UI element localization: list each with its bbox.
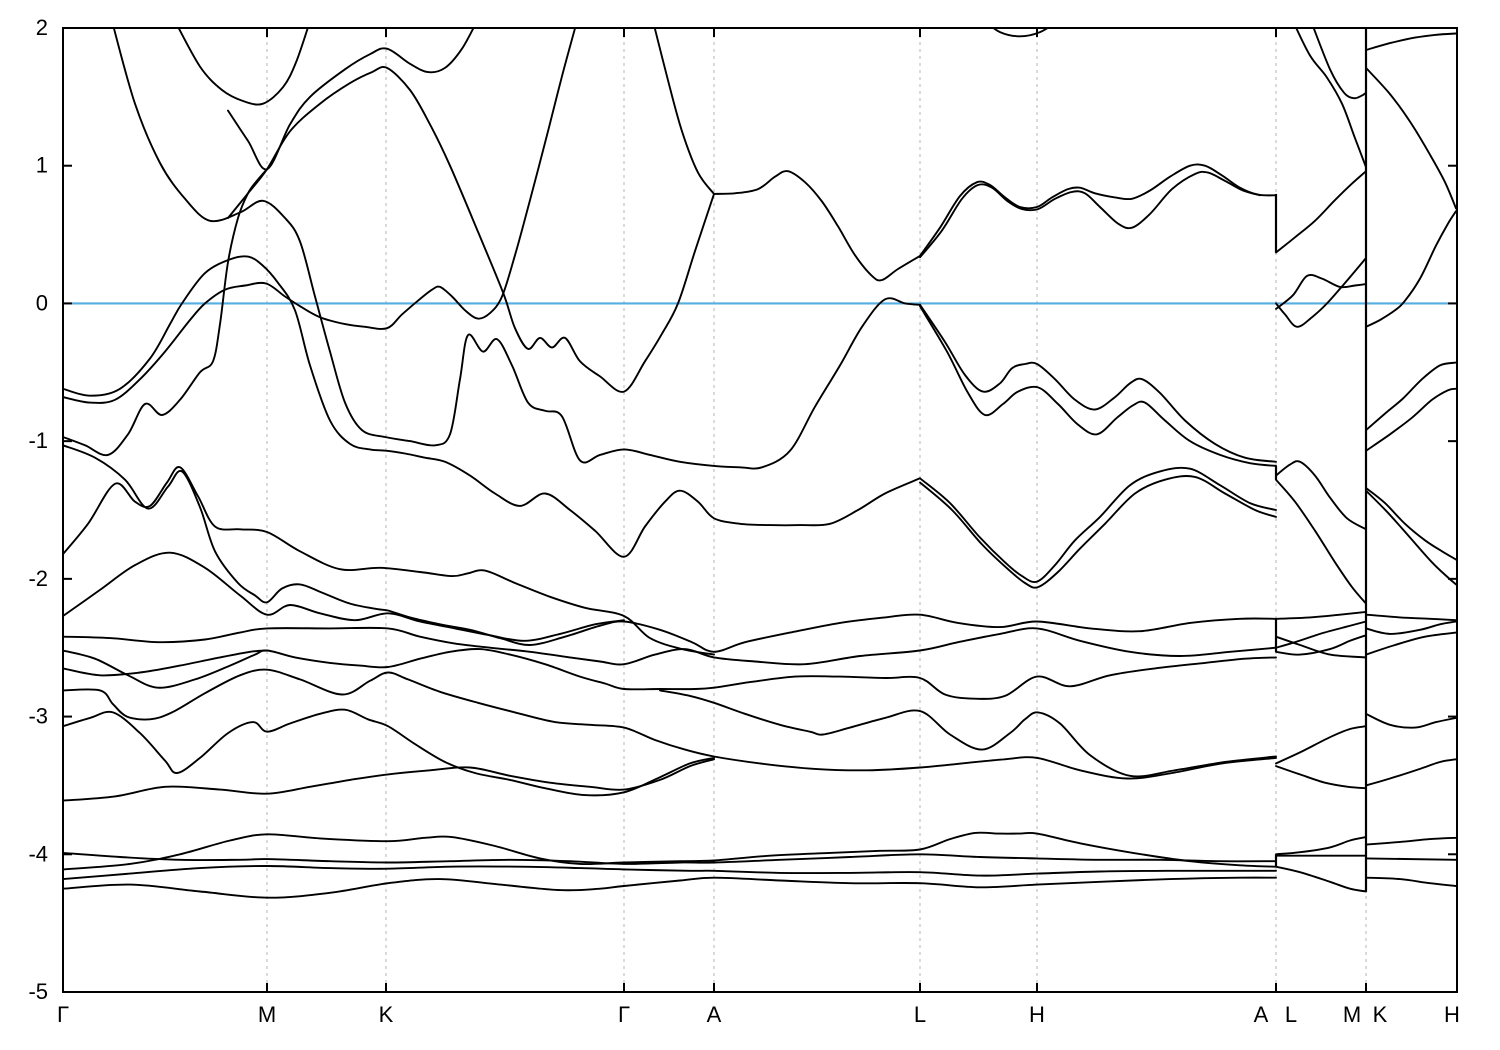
y-tick-label: -4 [28, 841, 48, 866]
band-curve [1275, 460, 1367, 531]
band-curve [1365, 857, 1457, 861]
band-curve [1365, 620, 1457, 635]
band-curve [1365, 487, 1457, 561]
plot-border [62, 27, 1458, 993]
y-tick-label: 1 [36, 153, 48, 178]
band-curve [1295, 28, 1367, 169]
band-curve [63, 626, 1277, 666]
band-curve [919, 170, 1261, 259]
band-curve [63, 831, 1277, 871]
axis-frame [62, 27, 1458, 993]
band-curve [63, 168, 268, 457]
band-curves [63, 28, 1457, 899]
band-curve [63, 668, 1277, 780]
band-curve [919, 163, 1277, 257]
band-curve [1275, 610, 1367, 620]
y-tick-label: -2 [28, 566, 48, 591]
band-curve [1365, 387, 1457, 452]
axis-ticks [62, 27, 1458, 993]
band-curve [63, 648, 1277, 700]
band-curve [1275, 634, 1367, 656]
band-curve [63, 708, 715, 797]
y-tick-label: 2 [36, 15, 48, 40]
x-tick-label: M [258, 1002, 276, 1027]
band-curve [713, 170, 921, 282]
x-tick-label: Γ [57, 1002, 69, 1027]
band-curve [1365, 32, 1457, 51]
y-tick-label: 0 [36, 290, 48, 315]
band-curve [227, 28, 475, 171]
x-tick-label: H [1029, 1002, 1045, 1027]
band-curve [919, 305, 1277, 467]
band-curve [63, 444, 1277, 653]
band-curve [1275, 478, 1367, 605]
x-tick-label: H [1444, 1002, 1460, 1027]
band-curve [1365, 836, 1457, 846]
band-curve [227, 66, 715, 393]
band-curve [659, 689, 1277, 778]
band-curve [1365, 210, 1457, 328]
band-curve [1365, 489, 1457, 586]
band-curve [1275, 725, 1367, 765]
band-curve [1275, 273, 1367, 310]
band-jump-lines [1274, 28, 1368, 892]
y-tick-label: -5 [28, 979, 48, 1004]
band-curve [653, 28, 715, 195]
band-curve [1275, 765, 1367, 790]
band-curve [1275, 865, 1367, 893]
band-curve [112, 28, 921, 470]
band-curve [1365, 876, 1457, 887]
band-curve [63, 758, 715, 802]
band-curve [991, 28, 1050, 38]
band-curve [1275, 257, 1367, 328]
band-curve [1275, 836, 1367, 856]
band-curve [63, 851, 1277, 865]
y-axis-labels: 2 1 0 -1 -2 -3 -4 -5 [28, 15, 48, 1004]
x-tick-label: A [707, 1002, 722, 1027]
band-curve [63, 876, 1277, 899]
band-curve [63, 865, 1277, 881]
x-tick-label: M [1343, 1002, 1361, 1027]
band-curve [1275, 620, 1367, 649]
x-tick-label: A [1254, 1002, 1269, 1027]
band-curve [1365, 631, 1457, 656]
x-tick-label: K [1373, 1002, 1388, 1027]
band-curve [1365, 613, 1457, 622]
band-curve [1275, 635, 1367, 659]
band-curve [63, 466, 715, 656]
x-tick-label: Γ [618, 1002, 630, 1027]
x-tick-label: L [1285, 1002, 1297, 1027]
band-curve [63, 28, 577, 404]
band-curve [1275, 170, 1367, 254]
band-curve [1365, 758, 1457, 787]
x-tick-label: K [379, 1002, 394, 1027]
y-tick-label: -3 [28, 704, 48, 729]
band-curve [1365, 361, 1457, 432]
band-curve [63, 255, 921, 558]
band-curve [63, 551, 625, 642]
y-tick-label: -1 [28, 428, 48, 453]
band-curve [919, 303, 1277, 463]
band-curve [177, 28, 309, 106]
band-curve [919, 475, 1277, 589]
band-curve [919, 466, 1277, 583]
x-tick-label: L [914, 1002, 926, 1027]
band-curve [1365, 66, 1457, 210]
band-curve [1365, 712, 1457, 729]
band-curve [63, 649, 268, 677]
band-curve [1312, 28, 1367, 100]
